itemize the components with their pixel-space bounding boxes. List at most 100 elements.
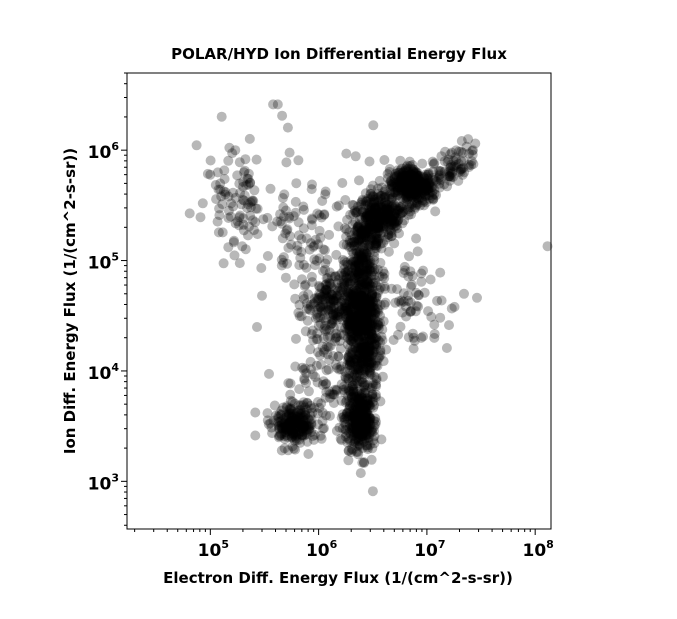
data-point [363, 350, 374, 361]
data-point [353, 258, 364, 269]
data-point [372, 360, 383, 371]
data-point [441, 343, 452, 353]
data-point [425, 274, 436, 285]
data-point [240, 244, 251, 255]
data-point [357, 411, 368, 422]
data-point [350, 321, 360, 332]
data-point [337, 409, 348, 420]
data-point [363, 305, 374, 316]
data-point [366, 291, 377, 302]
data-point [364, 205, 375, 216]
data-point [366, 328, 377, 339]
data-point [377, 371, 388, 382]
data-point [277, 110, 288, 121]
data-point [369, 255, 380, 266]
data-point [365, 400, 375, 411]
data-point [223, 242, 234, 253]
data-point [350, 412, 361, 422]
data-point [340, 431, 351, 442]
data-point [359, 366, 370, 377]
data-point [359, 283, 370, 294]
data-point [358, 420, 369, 431]
data-point [361, 337, 372, 348]
data-point [343, 316, 354, 327]
data-point [350, 427, 361, 438]
data-point [289, 424, 300, 435]
data-point [356, 321, 367, 332]
data-point [282, 432, 293, 443]
data-point [357, 403, 368, 414]
data-point [363, 330, 374, 341]
data-point [346, 326, 357, 337]
data-point [366, 340, 377, 351]
data-point [365, 321, 376, 332]
data-point [205, 155, 216, 166]
data-point [349, 392, 360, 403]
data-point [364, 400, 375, 411]
data-point [361, 421, 372, 432]
data-point [339, 297, 350, 308]
data-point [343, 288, 354, 299]
data-point [352, 403, 363, 414]
data-point [371, 373, 382, 384]
data-point [343, 385, 354, 396]
data-point [361, 281, 372, 292]
data-point [344, 405, 355, 416]
data-point [368, 312, 379, 323]
data-point [366, 230, 377, 241]
data-point [361, 422, 372, 433]
data-point [372, 288, 383, 298]
data-point [364, 317, 375, 328]
data-point [362, 357, 373, 368]
data-point [363, 244, 374, 255]
data-point [339, 292, 350, 303]
data-point [352, 328, 363, 339]
data-point [349, 430, 359, 441]
data-point [375, 317, 385, 328]
data-point [359, 299, 370, 310]
data-point [288, 430, 299, 441]
data-point [342, 259, 353, 270]
data-point [340, 302, 351, 312]
data-point [358, 417, 369, 428]
data-point [365, 240, 376, 251]
data-point [358, 345, 369, 356]
data-point [223, 205, 234, 216]
data-point [357, 304, 368, 315]
data-point [350, 289, 360, 300]
data-point [358, 249, 369, 259]
data-point [371, 339, 382, 350]
data-point [247, 215, 258, 226]
data-point [354, 316, 365, 327]
data-point [340, 373, 351, 384]
data-point [350, 354, 361, 365]
data-point [360, 405, 371, 416]
data-point [295, 405, 306, 416]
data-point [364, 235, 375, 246]
data-point [372, 319, 383, 330]
data-point [361, 257, 372, 268]
data-point [377, 335, 388, 346]
data-point [362, 409, 373, 420]
data-point [365, 257, 376, 268]
data-point [362, 392, 373, 403]
data-point [379, 273, 390, 284]
data-point [356, 276, 367, 287]
data-point [352, 266, 363, 277]
data-point [355, 302, 366, 312]
data-point [378, 316, 389, 327]
data-point [351, 332, 362, 343]
data-point [364, 416, 375, 427]
data-point [360, 254, 371, 265]
data-point [368, 300, 379, 311]
data-point [360, 195, 371, 206]
data-point [386, 283, 397, 294]
data-point [285, 422, 296, 433]
data-point [213, 227, 224, 238]
data-point [361, 400, 372, 411]
data-point [351, 419, 361, 430]
data-point [350, 207, 361, 218]
data-point [353, 271, 364, 282]
data-point [355, 384, 366, 395]
data-point [358, 257, 369, 268]
